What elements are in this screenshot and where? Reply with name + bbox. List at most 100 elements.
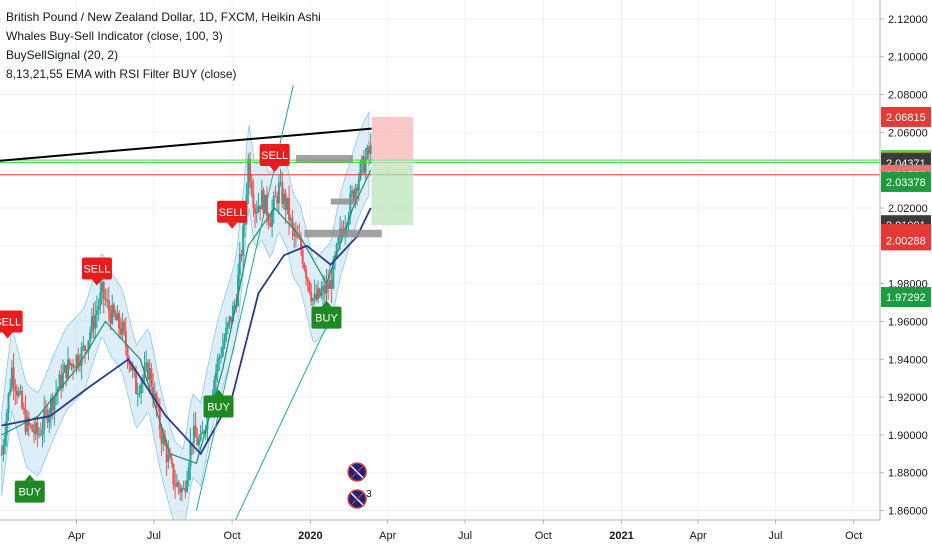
price-label-text: 1.97292 [886, 292, 926, 304]
candle-body [162, 435, 165, 444]
candle-body [194, 425, 197, 438]
candle-body [157, 406, 160, 408]
candle-body [4, 435, 7, 446]
candle-body [39, 433, 42, 435]
legend-indicator-buysellsignal: BuySellSignal (20, 2) [6, 48, 119, 62]
candle-body [75, 355, 78, 368]
candle-body [368, 147, 371, 154]
candle-body [179, 487, 182, 493]
supply-demand-zone [295, 155, 353, 163]
candle-body [189, 442, 192, 467]
candle-body [163, 435, 166, 446]
candle-body [12, 367, 15, 386]
candle-body [356, 187, 359, 191]
gridlines [0, 0, 880, 520]
candle-body [41, 429, 44, 435]
candle-body [226, 322, 229, 328]
time-tick-label: Apr [379, 530, 396, 542]
event-flag-icon [347, 462, 367, 482]
candle-body [354, 187, 357, 200]
candle-body [349, 193, 352, 217]
candle-body [33, 431, 36, 434]
time-tick-label: Jul [458, 530, 472, 542]
candle-body [114, 314, 117, 321]
candle-body [145, 362, 148, 367]
candle-body [167, 454, 170, 462]
candle-body [320, 290, 323, 297]
candle-body [155, 393, 158, 407]
candle-body [265, 194, 268, 217]
candle-body [80, 347, 83, 366]
candle-body [328, 279, 331, 289]
candle-body [38, 433, 41, 435]
candle-body [248, 158, 251, 182]
candle-body [255, 211, 258, 214]
trendline [235, 311, 334, 520]
candle-body [58, 374, 61, 389]
candle-body [357, 178, 360, 191]
candle-body [138, 393, 141, 395]
candle-body [158, 406, 161, 430]
candle-body [282, 193, 285, 205]
candle-body [184, 487, 187, 492]
candle-body [187, 466, 190, 481]
signal-sell-badge: SELL [259, 144, 290, 173]
candle-body [101, 281, 104, 292]
time-tick-label: 2020 [298, 530, 322, 542]
time-tick-label: Oct [535, 530, 552, 542]
candle-body [305, 269, 308, 279]
flag-cross [350, 465, 364, 479]
candle-body [44, 409, 47, 411]
candle-body [92, 316, 95, 329]
candle-body [362, 156, 365, 173]
candle-body [31, 425, 34, 432]
time-tick-label: Oct [224, 530, 241, 542]
candle-body [359, 162, 362, 179]
candle-body [94, 314, 97, 329]
candle-body [231, 305, 234, 322]
candle-body [294, 234, 297, 237]
price-tick-label: 2.12000 [888, 14, 928, 26]
price-tick-label: 2.08000 [888, 90, 928, 102]
candle-body [325, 282, 328, 294]
candle-body [111, 304, 114, 324]
candle-body [68, 359, 71, 366]
candle-body [196, 437, 199, 445]
candle-body [16, 390, 19, 396]
candle-body [252, 193, 255, 208]
candle-body [180, 488, 183, 493]
candle-body [129, 364, 132, 371]
candle-body [29, 425, 32, 427]
candle-body [72, 363, 75, 368]
candle-body [82, 345, 85, 348]
candle-body [288, 197, 291, 221]
candle-body [126, 346, 129, 362]
candle-body [150, 368, 153, 388]
candle-body [153, 393, 156, 399]
price-label-text: 2.00288 [886, 235, 926, 247]
time-tick-label: Jul [768, 530, 782, 542]
candle-body [182, 487, 185, 489]
candle-body [257, 205, 260, 212]
time-tick-label: Oct [845, 530, 862, 542]
price-tick-label: 2.10000 [888, 52, 928, 64]
candle-body [148, 368, 151, 380]
candle-body [169, 454, 172, 459]
badge-pointer [213, 389, 224, 396]
candle-body [152, 387, 155, 399]
candle-body [119, 328, 122, 335]
candle-body [259, 205, 262, 210]
legend-indicator-whales: Whales Buy-Sell Indicator (close, 100, 3… [6, 29, 223, 43]
candle-body [160, 429, 163, 444]
flag-cross [350, 492, 364, 506]
candle-body [177, 482, 180, 488]
candle-body [327, 282, 330, 289]
candle-body [146, 362, 149, 380]
price-tick-label: 1.86000 [888, 506, 928, 518]
candle-body [84, 345, 87, 351]
badge-box [311, 306, 342, 329]
candle-body [311, 298, 314, 302]
candle-body [262, 190, 265, 214]
